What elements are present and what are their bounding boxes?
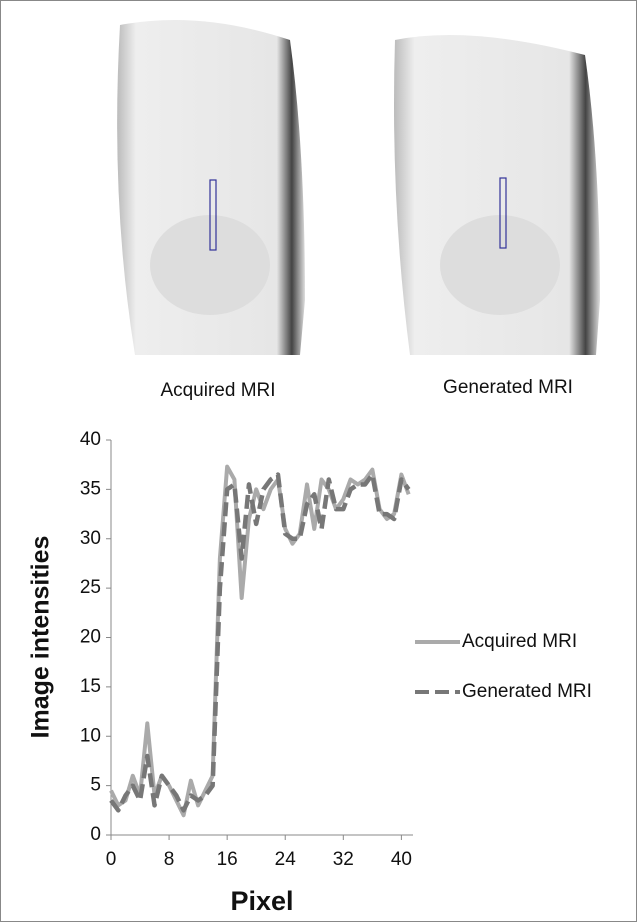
y-axis-label: Image intensities xyxy=(27,536,55,739)
x-tick-label: 0 xyxy=(106,849,117,870)
x-tick-label: 24 xyxy=(275,849,297,870)
x-tick-label: 16 xyxy=(217,849,238,870)
legend-label: Generated MRI xyxy=(462,681,592,702)
y-tick-label: 10 xyxy=(80,725,101,746)
image-caption: Generated MRI xyxy=(443,377,573,398)
image-caption: Acquired MRI xyxy=(160,380,275,401)
legend-label: Acquired MRI xyxy=(462,631,577,652)
mri-generated xyxy=(394,35,600,355)
y-tick-label: 35 xyxy=(80,478,101,499)
y-tick-label: 40 xyxy=(80,429,101,450)
x-tick-label: 32 xyxy=(333,849,354,870)
y-tick-label: 15 xyxy=(80,676,101,697)
mri-acquired xyxy=(117,20,305,355)
y-tick-label: 5 xyxy=(90,775,101,796)
y-tick-label: 20 xyxy=(80,627,101,648)
y-tick-label: 25 xyxy=(80,577,101,598)
series-line xyxy=(109,472,411,813)
y-tick-label: 0 xyxy=(90,824,101,845)
x-tick-label: 8 xyxy=(164,849,175,870)
y-tick-label: 30 xyxy=(80,528,101,549)
series-line xyxy=(109,464,411,818)
x-tick-label: 40 xyxy=(391,849,412,870)
x-axis-label: Pixel xyxy=(230,886,293,916)
